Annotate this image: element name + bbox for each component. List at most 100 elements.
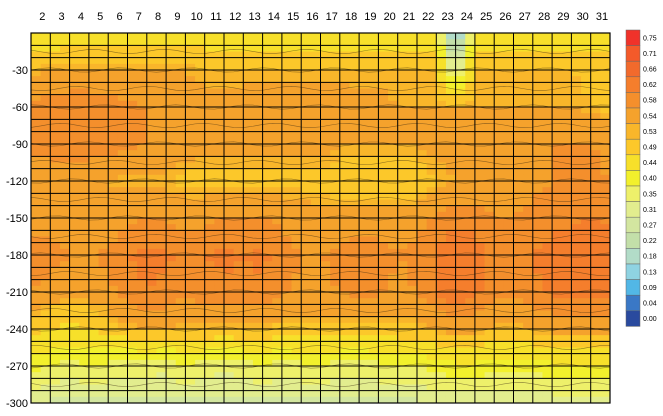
- heat-cell: [388, 100, 399, 108]
- heat-cell: [137, 88, 148, 96]
- heat-cell: [69, 100, 80, 108]
- heat-cell: [494, 150, 505, 157]
- heat-cell: [600, 372, 610, 379]
- heat-cell: [339, 199, 351, 207]
- heat-cell: [590, 70, 601, 77]
- heat-cell: [233, 335, 244, 342]
- heat-cell: [185, 267, 196, 275]
- heat-cell: [233, 45, 244, 53]
- heat-cell: [272, 366, 283, 373]
- heat-cell: [117, 70, 129, 77]
- colorbar-label: 0.66: [643, 67, 657, 74]
- heat-cell: [214, 211, 225, 219]
- heat-cell: [252, 285, 264, 293]
- heat-cell: [320, 113, 331, 120]
- heat-cell: [69, 156, 80, 164]
- heat-cell: [214, 310, 225, 318]
- heat-cell: [40, 39, 51, 46]
- heat-cell: [224, 162, 235, 170]
- heat-cell: [185, 125, 196, 133]
- x-tick-label: 7: [136, 11, 142, 23]
- heat-cell: [127, 285, 138, 293]
- heat-cell: [407, 304, 418, 312]
- heat-cell: [532, 230, 544, 238]
- heat-cell: [204, 279, 215, 287]
- heat-cell: [378, 255, 389, 262]
- heat-cell: [291, 353, 302, 361]
- heat-cell: [552, 329, 563, 336]
- heat-cell: [388, 113, 399, 120]
- heat-cell: [146, 137, 158, 145]
- heat-cell: [436, 347, 447, 355]
- heat-cell: [195, 267, 206, 275]
- heat-cell: [117, 255, 129, 262]
- heat-cell: [368, 261, 379, 268]
- heat-cell: [50, 199, 61, 207]
- heat-cell: [484, 94, 495, 102]
- heat-cell: [166, 107, 177, 114]
- heat-cell: [484, 174, 495, 182]
- heat-cell: [301, 316, 312, 324]
- heat-cell: [542, 156, 553, 164]
- heat-cell: [368, 322, 379, 330]
- heat-cell: [137, 298, 148, 305]
- heat-cell: [445, 218, 457, 225]
- heat-cell: [88, 224, 100, 231]
- heat-cell: [378, 279, 389, 287]
- heat-cell: [291, 310, 302, 318]
- heat-cell: [368, 45, 379, 53]
- heat-cell: [600, 267, 610, 275]
- heat-cell: [474, 100, 486, 108]
- heat-cell: [426, 174, 437, 182]
- heat-cell: [571, 285, 582, 293]
- heat-cell: [243, 353, 254, 361]
- heat-cell: [552, 353, 563, 361]
- heat-cell: [600, 45, 610, 53]
- heat-cell: [465, 347, 476, 355]
- x-tick-label: 3: [59, 11, 65, 23]
- heat-cell: [195, 137, 206, 145]
- heat-cell: [98, 279, 109, 287]
- heat-cell: [426, 199, 437, 207]
- heat-cell: [233, 353, 244, 361]
- heat-cell: [69, 131, 80, 139]
- heat-cell: [117, 310, 129, 318]
- heat-cell: [600, 119, 610, 127]
- heat-cell: [581, 366, 592, 373]
- heat-cell: [349, 353, 360, 361]
- heat-cell: [590, 298, 601, 305]
- heat-cell: [455, 224, 466, 231]
- heat-cell: [166, 100, 177, 108]
- heat-cell: [88, 174, 100, 182]
- heat-cell: [69, 45, 80, 53]
- heat-cell: [494, 125, 505, 133]
- heat-cell: [571, 45, 582, 53]
- heat-cell: [31, 273, 42, 281]
- heat-cell: [291, 150, 302, 157]
- heat-cell: [262, 347, 273, 355]
- heat-cell: [349, 113, 360, 120]
- heat-cell: [69, 82, 80, 90]
- heat-cell: [561, 316, 572, 324]
- heat-cell: [523, 366, 534, 373]
- heat-cell: [561, 199, 572, 207]
- heat-cell: [79, 224, 90, 231]
- heat-cell: [503, 218, 515, 225]
- heat-cell: [339, 292, 351, 299]
- heat-cell: [330, 119, 341, 127]
- heat-cell: [137, 273, 148, 281]
- heat-cell: [503, 248, 515, 256]
- heat-cell: [108, 255, 119, 262]
- heat-cell: [436, 218, 447, 225]
- heat-cell: [359, 353, 370, 361]
- heat-cell: [281, 378, 293, 386]
- heat-cell: [513, 205, 524, 213]
- heat-cell: [484, 298, 495, 305]
- heat-cell: [243, 144, 254, 151]
- heat-cell: [552, 144, 563, 151]
- heat-cell: [542, 341, 553, 349]
- heat-cell: [108, 285, 119, 293]
- heat-cell: [243, 298, 254, 305]
- heat-cell: [137, 168, 148, 176]
- heat-cell: [98, 57, 109, 65]
